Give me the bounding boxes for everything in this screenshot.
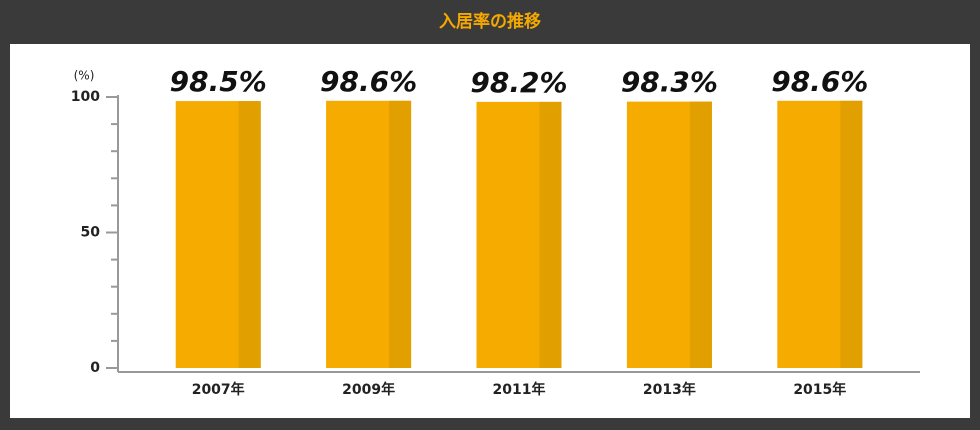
value-label: 98.2% xyxy=(470,66,567,99)
x-tick-label: 2009年 xyxy=(342,381,395,398)
y-axis-label: (%) xyxy=(74,69,95,83)
bar-shade xyxy=(689,101,712,369)
value-label: 98.3% xyxy=(621,66,718,99)
x-tick-label: 2015年 xyxy=(793,381,846,398)
bar-shade xyxy=(840,100,863,368)
chart-title: 入居率の推移 xyxy=(439,11,541,32)
x-tick-label: 2007年 xyxy=(192,381,245,398)
bar-shade xyxy=(539,101,562,369)
value-label: 98.6% xyxy=(771,65,868,98)
bar-shade xyxy=(238,101,261,368)
x-tick-label: 2011年 xyxy=(493,381,546,398)
bar-shade xyxy=(389,100,412,368)
value-label: 98.6% xyxy=(320,65,417,98)
value-label: 98.5% xyxy=(170,65,267,98)
y-tick-label: 0 xyxy=(90,360,100,376)
y-tick-label: 50 xyxy=(81,225,101,241)
x-tick-label: 2013年 xyxy=(643,381,696,398)
y-tick-label: 100 xyxy=(71,89,100,105)
